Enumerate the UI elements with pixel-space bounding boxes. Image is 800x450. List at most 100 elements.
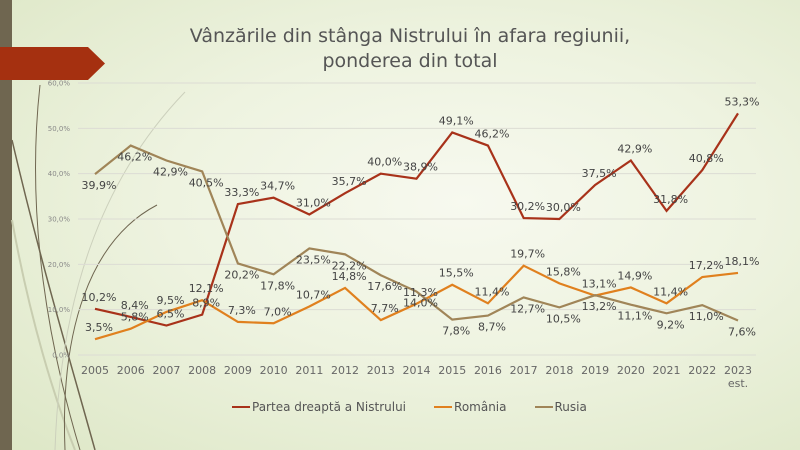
- data-label: 13,1%: [582, 278, 617, 291]
- x-tick-label: 2009: [224, 364, 252, 377]
- decorative-curves: [11, 84, 186, 450]
- y-tick-label: 60,0%: [48, 80, 71, 88]
- data-label: 9,5%: [156, 294, 184, 307]
- data-label: 7,7%: [371, 302, 399, 315]
- data-label: 40,5%: [189, 176, 224, 189]
- series-0-line: [94, 112, 739, 327]
- data-label: 12,7%: [510, 302, 545, 315]
- data-label: 31,8%: [653, 193, 688, 206]
- data-label: 7,0%: [264, 305, 292, 318]
- legend-item: Rusia: [534, 400, 587, 414]
- x-tick-label: 2013: [367, 364, 395, 377]
- legend: Partea dreaptă a Nistrului România Rusia: [232, 400, 587, 414]
- y-tick-label: 10,0%: [48, 306, 71, 314]
- x-tick-label: 2005: [81, 364, 109, 377]
- data-label: 30,2%: [510, 200, 545, 213]
- data-label: 6,5%: [156, 308, 184, 321]
- legend-item: Partea dreaptă a Nistrului: [232, 400, 406, 414]
- data-label: 10,7%: [296, 288, 331, 301]
- data-label: 40,8%: [689, 152, 724, 165]
- data-label: 8,9%: [192, 297, 220, 310]
- x-tick-label: 2008: [188, 364, 216, 377]
- legend-item: România: [434, 400, 507, 414]
- data-label: 11,0%: [689, 310, 724, 323]
- x-tick-label: 2017: [510, 364, 538, 377]
- data-label: 31,0%: [296, 196, 331, 209]
- title-line-1: Vânzările din stânga Nistrului în afara …: [189, 25, 631, 47]
- data-label: 35,7%: [332, 175, 367, 188]
- x-tick-label: 2018: [545, 364, 573, 377]
- legend-swatch: [232, 406, 250, 408]
- x-tick-label: 2020: [617, 364, 645, 377]
- data-label: 14,9%: [617, 269, 652, 282]
- data-label: 14,0%: [403, 297, 438, 310]
- data-label: 9,2%: [657, 318, 685, 331]
- x-tick-label: 2012: [331, 364, 359, 377]
- y-tick-label: 50,0%: [48, 125, 71, 133]
- chart-title: Vânzările din stânga Nistrului în afara …: [150, 24, 670, 74]
- slide-left-bar: [0, 0, 12, 450]
- data-label: 13,2%: [582, 300, 617, 313]
- data-label: 49,1%: [439, 114, 474, 127]
- data-label: 8,7%: [478, 321, 506, 334]
- gridlines: [78, 82, 756, 356]
- data-label: 5,8%: [121, 311, 149, 324]
- data-label: 22,2%: [332, 259, 367, 272]
- data-label: 7,3%: [228, 304, 256, 317]
- data-label: 17,6%: [367, 280, 402, 293]
- legend-swatch: [534, 406, 553, 408]
- data-label: 11,4%: [653, 285, 688, 298]
- x-tick-label: 2010: [260, 364, 288, 377]
- legend-label: Partea dreaptă a Nistrului: [252, 400, 407, 414]
- x-tick-label: 2015: [438, 364, 466, 377]
- data-label: 15,5%: [439, 267, 474, 280]
- data-label: 11,4%: [474, 285, 509, 298]
- data-label: 11,3%: [403, 286, 438, 299]
- y-tick-label: 0,0%: [52, 352, 70, 360]
- x-tick-label: 2007: [152, 364, 180, 377]
- data-label: 46,2%: [117, 151, 152, 164]
- y-tick-label: 40,0%: [48, 170, 71, 178]
- data-label: 30,0%: [546, 201, 581, 214]
- x-tick-label: 2011: [295, 364, 323, 377]
- data-label: 40,0%: [367, 156, 402, 169]
- x-tick-label: 2014: [403, 364, 431, 377]
- series-1-line: [94, 264, 739, 341]
- data-label: 19,7%: [510, 248, 545, 261]
- data-label: 12,1%: [189, 282, 224, 295]
- series-2-line: [94, 144, 739, 322]
- data-label: 37,5%: [582, 167, 617, 180]
- x-tick-label: 2021: [653, 364, 681, 377]
- data-label: 11,1%: [617, 310, 652, 323]
- data-label: 7,8%: [442, 325, 470, 338]
- data-label: 17,8%: [260, 279, 295, 292]
- data-label: 23,5%: [296, 253, 331, 266]
- y-axis-ticks: 0,0% 10,0% 20,0% 30,0% 40,0% 50,0% 60,0%: [48, 80, 71, 360]
- x-tick-label: 2006: [117, 364, 145, 377]
- data-label: 10,2%: [82, 291, 117, 304]
- data-label: 46,2%: [474, 128, 509, 141]
- legend-label: România: [454, 400, 507, 414]
- legend-label: Rusia: [554, 400, 587, 414]
- data-label: 42,9%: [617, 143, 652, 156]
- data-label: 18,1%: [725, 255, 760, 268]
- x-tick-label: 2016: [474, 364, 502, 377]
- x-tick-label: 2022: [688, 364, 716, 377]
- data-label: 14,8%: [332, 270, 367, 283]
- data-label: 39,9%: [82, 179, 117, 192]
- y-tick-label: 20,0%: [48, 261, 71, 269]
- y-tick-label: 30,0%: [48, 216, 71, 224]
- data-label: 53,3%: [725, 95, 760, 108]
- data-labels: 10,2%8,4%6,5%8,9%33,3% 34,7%31,0%35,7%40,…: [82, 95, 760, 338]
- data-label: 7,6%: [728, 326, 756, 339]
- series-lines: [94, 112, 739, 341]
- data-label: 17,2%: [689, 259, 724, 272]
- data-label: 34,7%: [260, 180, 295, 193]
- x-axis-ticks: 2005 2006 2007 2008 2009 2010 2011 2012 2013 2014…: [81, 364, 752, 390]
- x-tick-label: 2019: [581, 364, 609, 377]
- data-label: 15,8%: [546, 265, 581, 278]
- data-label: 10,5%: [546, 312, 581, 325]
- legend-swatch: [434, 406, 453, 408]
- x-tick-label: 2023 est.: [724, 364, 752, 390]
